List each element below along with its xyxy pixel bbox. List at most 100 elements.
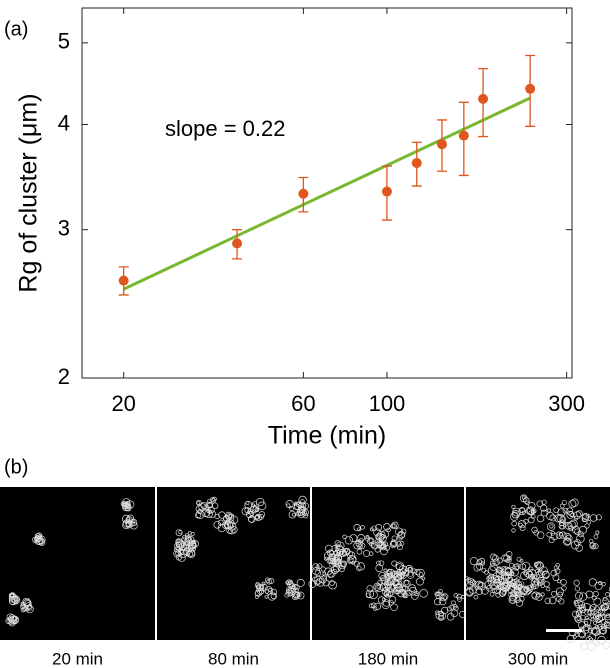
cluster-texture bbox=[597, 635, 606, 645]
cluster-texture bbox=[520, 592, 525, 597]
cluster-texture bbox=[251, 503, 256, 508]
cluster-texture bbox=[402, 579, 411, 588]
cluster-texture bbox=[511, 528, 516, 533]
cluster-texture bbox=[393, 587, 401, 595]
cluster-texture bbox=[588, 633, 597, 641]
cluster-texture bbox=[519, 525, 526, 532]
cluster-texture bbox=[333, 558, 342, 567]
cluster-texture bbox=[557, 591, 563, 598]
cluster-texture bbox=[484, 580, 493, 589]
cluster-texture bbox=[524, 585, 529, 590]
cluster-texture bbox=[293, 501, 302, 511]
cluster-texture bbox=[575, 591, 583, 600]
cluster-texture bbox=[245, 501, 250, 506]
cluster-texture bbox=[395, 527, 404, 536]
cluster-texture bbox=[358, 542, 366, 550]
cluster-texture bbox=[413, 590, 419, 597]
cluster-texture bbox=[353, 541, 362, 550]
cluster-texture bbox=[381, 600, 390, 610]
cluster-texture bbox=[368, 537, 375, 544]
cluster-texture bbox=[377, 530, 386, 540]
cluster-texture bbox=[572, 635, 577, 639]
cluster-texture bbox=[573, 515, 579, 521]
cluster-texture bbox=[501, 554, 509, 562]
cluster-texture bbox=[453, 604, 458, 609]
cluster-texture bbox=[356, 565, 362, 572]
cluster-texture bbox=[453, 605, 459, 611]
cluster-texture bbox=[386, 527, 391, 533]
cluster-texture bbox=[555, 587, 564, 596]
cluster-texture bbox=[256, 497, 265, 507]
cluster-texture bbox=[338, 560, 347, 570]
cluster-texture bbox=[334, 540, 341, 547]
cluster-texture bbox=[365, 592, 372, 599]
cluster-texture bbox=[369, 590, 378, 600]
annotation: slope = 0.22 bbox=[165, 116, 285, 141]
cluster-texture bbox=[298, 511, 303, 516]
cluster-texture bbox=[493, 576, 500, 584]
cluster-texture bbox=[187, 536, 192, 541]
cluster-texture bbox=[308, 580, 317, 588]
cluster-texture bbox=[368, 551, 374, 556]
cluster-texture bbox=[496, 570, 504, 578]
cluster-texture bbox=[594, 606, 600, 612]
cluster-texture bbox=[567, 520, 577, 530]
image-caption: 300 min bbox=[508, 649, 568, 668]
cluster-texture bbox=[456, 593, 463, 600]
cluster-texture bbox=[517, 519, 527, 529]
cluster-texture bbox=[245, 510, 254, 519]
cluster-texture bbox=[597, 613, 606, 621]
cluster-texture bbox=[295, 511, 301, 517]
cluster-texture bbox=[365, 589, 375, 599]
panel-label: (a) bbox=[4, 18, 28, 40]
cluster-texture bbox=[418, 572, 424, 577]
cluster-texture bbox=[296, 591, 305, 600]
cluster-texture bbox=[494, 575, 502, 583]
cluster-texture bbox=[551, 590, 558, 597]
cluster-texture bbox=[7, 617, 15, 625]
data-point bbox=[298, 188, 309, 199]
cluster-texture bbox=[192, 540, 199, 548]
cluster-texture bbox=[373, 602, 381, 610]
cluster-texture bbox=[587, 642, 596, 651]
cluster-texture bbox=[478, 557, 486, 565]
cluster-texture bbox=[563, 537, 572, 546]
cluster-texture bbox=[516, 587, 522, 593]
cluster-texture bbox=[527, 569, 537, 578]
data-point bbox=[232, 238, 243, 249]
cluster-texture bbox=[261, 581, 266, 586]
cluster-texture bbox=[379, 533, 386, 540]
cluster-texture bbox=[11, 616, 20, 624]
cluster-texture bbox=[434, 591, 440, 597]
cluster-texture bbox=[578, 621, 586, 630]
cluster-texture bbox=[123, 503, 129, 509]
fit-line bbox=[123, 96, 531, 291]
cluster-texture bbox=[380, 547, 388, 556]
cluster-texture bbox=[22, 597, 31, 607]
cluster-texture bbox=[535, 561, 544, 570]
cluster-texture bbox=[414, 569, 421, 576]
cluster-texture bbox=[512, 563, 520, 571]
cluster-texture bbox=[555, 562, 560, 568]
cluster-texture bbox=[525, 500, 530, 506]
cluster-texture bbox=[578, 604, 586, 612]
cluster-texture bbox=[387, 577, 396, 586]
cluster-texture bbox=[250, 505, 258, 514]
cluster-texture bbox=[530, 573, 535, 579]
cluster-texture bbox=[543, 581, 550, 588]
cluster-texture bbox=[597, 624, 603, 630]
cluster-texture bbox=[377, 596, 386, 604]
cluster-texture bbox=[256, 587, 264, 595]
micrograph bbox=[157, 487, 310, 640]
cluster-texture bbox=[360, 525, 365, 530]
cluster-texture bbox=[289, 506, 295, 512]
cluster-texture bbox=[503, 581, 509, 586]
cluster-texture bbox=[23, 598, 32, 608]
cluster-texture bbox=[556, 514, 566, 523]
cluster-texture bbox=[583, 624, 591, 632]
cluster-texture bbox=[391, 560, 398, 567]
cluster-texture bbox=[396, 582, 402, 588]
cluster-texture bbox=[522, 497, 530, 504]
cluster-texture bbox=[224, 523, 230, 529]
cluster-texture bbox=[187, 531, 192, 536]
